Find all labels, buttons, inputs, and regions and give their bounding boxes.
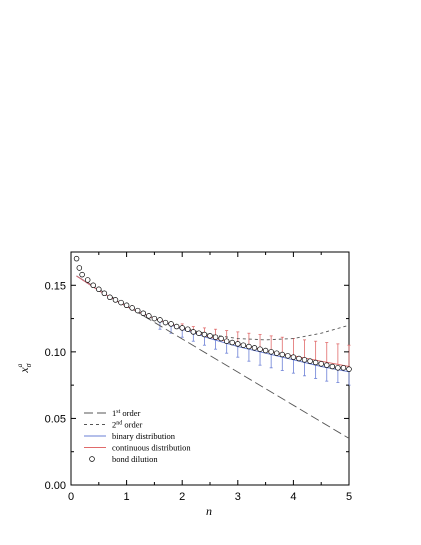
bond-dilution-point [273,350,280,356]
legend-item: bond dilution [89,454,158,464]
series-layer [73,255,352,439]
bond-dilution-point [96,286,102,293]
bond-dilution-point [290,354,297,360]
bond-dilution-point [246,343,252,350]
bond-dilution-point [76,265,83,271]
x-tick-label: 4 [290,491,296,503]
y-tick-label: 0.10 [45,347,66,359]
bond-dilution-point [340,365,347,371]
bond-dilution-point [324,362,330,368]
bond-dilution-point [218,335,224,342]
legend-label-suffix: order [122,420,142,430]
bond-dilution-point [207,333,213,339]
legend-item: binary distribution [84,431,176,441]
bond-dilution-point [162,319,169,326]
bond-dilution-point [212,334,219,340]
y-axis-label-sup: a [16,363,24,367]
x-axis-label: n [206,504,212,518]
bond-dilution-point [118,299,124,306]
bond-dilution-point [112,297,119,303]
bond-dilution-point [73,255,80,262]
bond-dilution-point [235,341,241,347]
bond-dilution-point [107,294,113,301]
bond-dilution-point [185,326,191,332]
bond-dilution-point [101,290,108,297]
svg-text:xσa: xσa [16,362,33,373]
legend-item: 1st order [84,408,140,418]
bond-dilution-point [307,358,313,364]
bond-dilution-point [173,323,180,330]
legend-label-text: continuous distribution [112,443,191,453]
bond-dilution-point [196,330,202,336]
bond-dilution-point [84,277,91,283]
bond-dilution-point [257,346,263,352]
bond-dilution-point [262,347,269,354]
legend-label-superscript: st [116,409,120,415]
bond-dilution-point [140,310,147,316]
bond-dilution-point [168,321,174,327]
y-axis-label-main: x [17,367,31,374]
bond-dilution-point [146,313,152,319]
bond-dilution-point [335,365,341,371]
bond-dilution-point [134,307,141,314]
legend-label-text: bond dilution [112,454,158,464]
legend-marker-circle [89,456,95,462]
bond-dilution-point [318,361,324,367]
bond-dilution-point [157,317,163,323]
bond-dilution-point [223,338,230,344]
bond-dilution-point [123,302,130,309]
bond-dilution-point [329,363,336,370]
2nd-order-line [76,275,350,341]
legend-label-superscript: nd [116,421,122,427]
x-tick-label: 5 [346,491,352,503]
bond-dilution-point [251,345,258,351]
x-tick-label: 3 [235,491,241,503]
bond-dilution-point [151,315,158,322]
bond-dilution-point [268,349,274,355]
legend-item: 2nd order [84,420,142,430]
bond-dilution-point [79,271,85,278]
bond-dilution-point [312,359,319,366]
y-axis-label: xσa [16,362,33,373]
bond-dilution-point [279,351,286,358]
bond-dilution-point [346,366,352,372]
legend-label: 2nd order [112,420,142,430]
legend-label-text: 1 [112,408,116,418]
x-tick-label: 2 [179,491,185,503]
legend-label-text: binary distribution [112,431,176,441]
legend-label-suffix: order [120,408,140,418]
legend-item: continuous distribution [84,443,191,453]
bond-dilution-point [201,331,208,338]
bond-dilution-point [190,329,197,335]
axes-layer: 0 1 2 3 4 5 0.00 0.05 0.10 0.15 [45,252,352,503]
x-tick-label: 0 [68,491,74,503]
legend-label: bond dilution [112,454,158,464]
continuous-distribution-line [76,275,350,367]
bond-dilution-point [179,325,185,331]
bond-dilution-point [240,342,247,348]
bond-dilution-point [285,353,291,359]
legend-label: binary distribution [112,431,176,441]
bond-dilution-point [90,282,96,289]
x-tick-label: 1 [124,491,130,503]
y-tick-label: 0.05 [45,413,66,425]
bond-dilution-point [301,357,308,363]
y-axis-label-sub: σ [24,362,33,367]
legend-label: 1st order [112,408,140,418]
legend-label-text: 2 [112,420,116,430]
bond-dilution-point [296,355,302,362]
bond-dilution-point [229,339,235,346]
bond-dilution-point [129,305,135,311]
y-tick-label: 0.00 [45,480,66,492]
y-tick-label: 0.15 [45,280,66,292]
legend-label: continuous distribution [112,443,191,453]
